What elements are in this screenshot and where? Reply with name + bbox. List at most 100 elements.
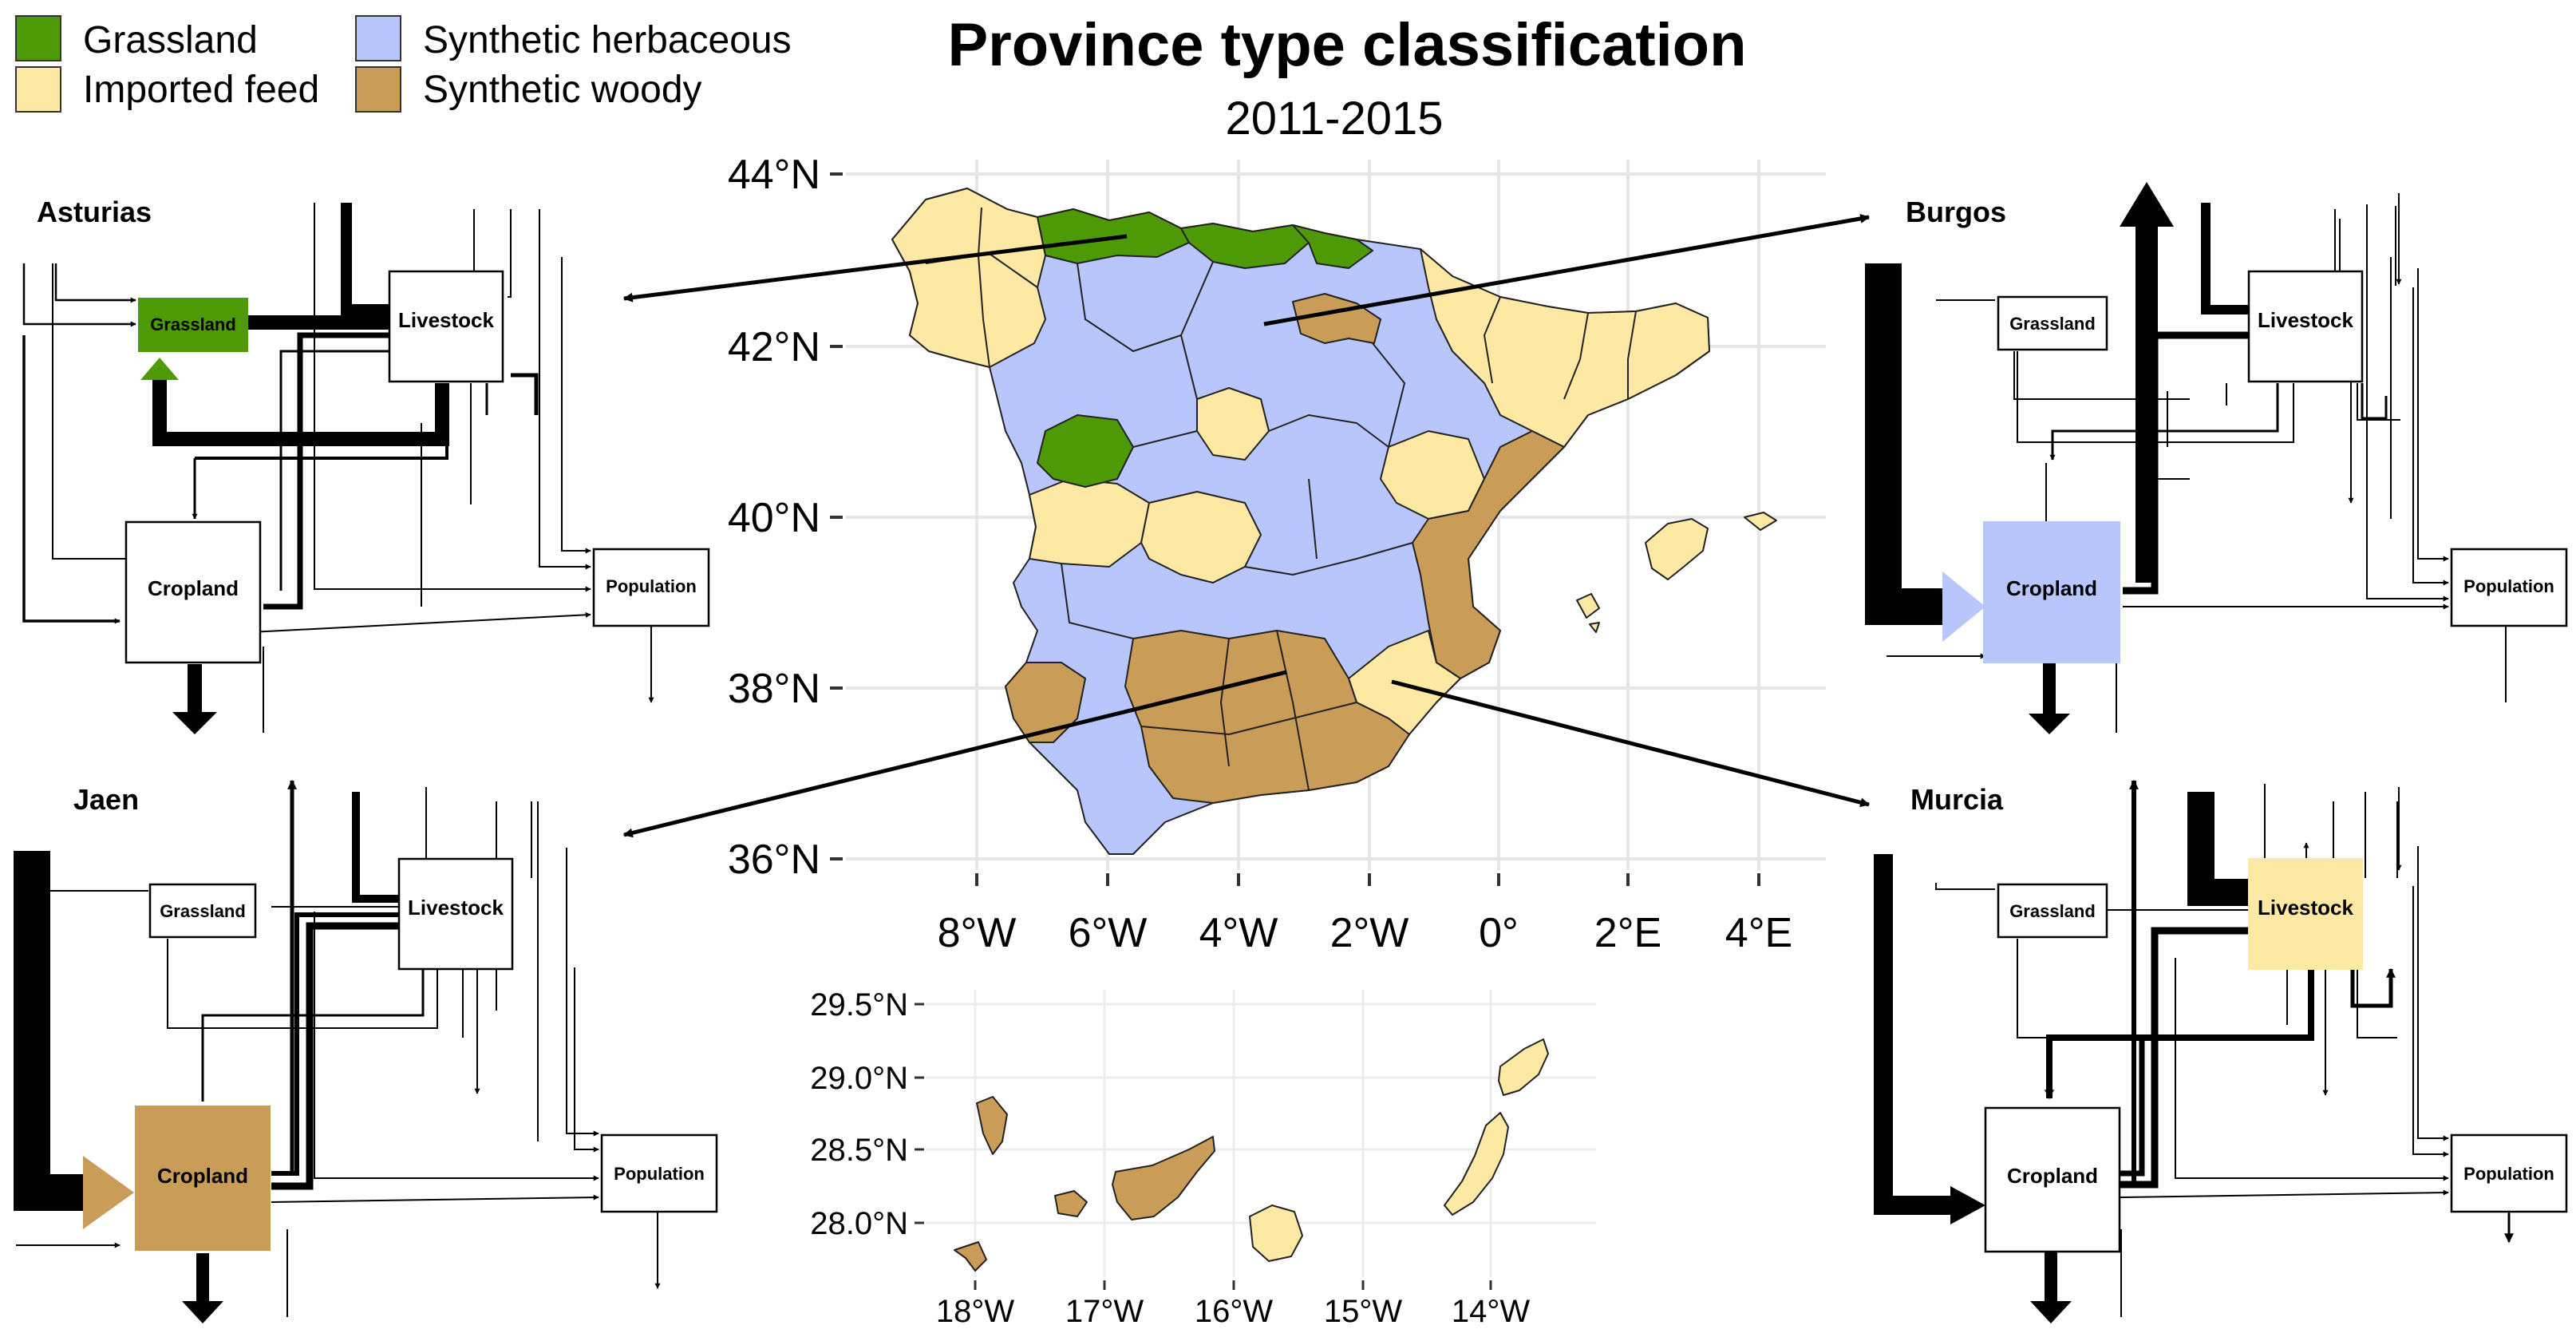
lat-tick-40n: 40°N bbox=[728, 495, 820, 541]
province-northeast bbox=[1420, 248, 1710, 448]
node-label: Livestock bbox=[2258, 308, 2353, 332]
lon-tick-4w: 4°W bbox=[1199, 910, 1278, 956]
el-hierro bbox=[954, 1241, 987, 1272]
node-label: Livestock bbox=[2258, 896, 2353, 920]
node-cropland-burgos bbox=[1983, 521, 2120, 663]
main-map: 44°N 42°N 40°N 38°N 36°N 8°W 6°W 4°W 2°W… bbox=[622, 152, 1871, 956]
canary-lat-axis: 29.5°N 29.0°N 28.5°N 28.0°N bbox=[810, 987, 924, 1241]
node-grassland-murcia bbox=[1997, 883, 2108, 939]
arrow-to-murcia bbox=[1391, 679, 1871, 808]
node-label: Grassland bbox=[150, 314, 236, 334]
tenerife bbox=[1112, 1136, 1215, 1220]
node-label: Cropland bbox=[2007, 1164, 2098, 1188]
legend-swatch-imported-feed bbox=[15, 66, 61, 113]
province-label-jaen: Jaen bbox=[73, 783, 139, 816]
arrow-to-jaen bbox=[622, 670, 1287, 838]
canary-lat-tick-28-5: 28.5°N bbox=[810, 1133, 908, 1168]
node-label: Livestock bbox=[408, 896, 504, 920]
province-basque bbox=[1292, 224, 1373, 269]
canary-lon-tick-16w: 16°W bbox=[1195, 1294, 1273, 1329]
node-livestock-murcia bbox=[2248, 858, 2363, 970]
arrow-to-burgos bbox=[1263, 213, 1871, 326]
node-label: Cropland bbox=[157, 1164, 248, 1188]
node-label: Cropland bbox=[148, 576, 239, 600]
node-population-burgos bbox=[2450, 548, 2568, 627]
canary-lat-tick-28-0: 28.0°N bbox=[810, 1206, 908, 1241]
mallorca bbox=[1645, 518, 1709, 580]
lon-tick-4e: 4°E bbox=[1725, 910, 1792, 956]
canary-lat-tick-29-5: 29.5°N bbox=[810, 987, 908, 1023]
pointer-arrows bbox=[622, 213, 1871, 838]
canary-map: 29.5°N 29.0°N 28.5°N 28.0°N 18°W 17°W 16… bbox=[810, 987, 1596, 1329]
lat-tick-38n: 38°N bbox=[728, 666, 820, 712]
flow-diagram-burgos: Burgos Gras bbox=[1865, 182, 2568, 734]
province-label-asturias: Asturias bbox=[37, 196, 152, 228]
province-label-burgos: Burgos bbox=[1906, 196, 2006, 228]
node-label: Grassland bbox=[2009, 314, 2096, 334]
province-west-2 bbox=[1140, 491, 1262, 583]
node-livestock-burgos bbox=[2247, 270, 2364, 383]
main-map-lat-axis: 44°N 42°N 40°N 38°N 36°N bbox=[728, 152, 843, 883]
node-grassland-burgos bbox=[1997, 295, 2108, 351]
la-gomera bbox=[1054, 1190, 1088, 1217]
province-leon bbox=[1037, 414, 1134, 488]
canary-lon-axis: 18°W 17°W 16°W 15°W 14°W bbox=[936, 1280, 1530, 1329]
legend-label-grassland: Grassland bbox=[83, 19, 258, 61]
main-map-lon-axis: 8°W 6°W 4°W 2°W 0° 2°E 4°E bbox=[938, 873, 1792, 956]
legend-swatch-grassland bbox=[15, 15, 61, 61]
node-label: Cropland bbox=[2006, 576, 2097, 600]
province-huelva bbox=[1005, 662, 1086, 743]
legend-label-synthetic-woody: Synthetic woody bbox=[423, 69, 702, 111]
legend-swatch-synthetic-herbaceous bbox=[355, 15, 401, 61]
arrow-to-asturias bbox=[622, 234, 1128, 303]
canary-lon-tick-18w: 18°W bbox=[936, 1294, 1014, 1329]
lat-tick-36n: 36°N bbox=[728, 837, 820, 883]
canary-lon-tick-17w: 17°W bbox=[1065, 1294, 1144, 1329]
node-label: Population bbox=[2463, 1164, 2554, 1184]
canary-lon-tick-15w: 15°W bbox=[1324, 1294, 1402, 1329]
formentera bbox=[1589, 622, 1600, 633]
node-population-asturias bbox=[592, 548, 710, 627]
lanzarote bbox=[1498, 1038, 1549, 1096]
lat-tick-44n: 44°N bbox=[728, 152, 820, 198]
node-population-jaen bbox=[600, 1133, 718, 1213]
figure-subtitle: 2011-2015 bbox=[1225, 93, 1443, 144]
gran-canaria bbox=[1249, 1205, 1303, 1262]
lon-tick-6w: 6°W bbox=[1069, 910, 1148, 956]
canary-lon-tick-14w: 14°W bbox=[1452, 1294, 1530, 1329]
node-label: Grassland bbox=[160, 901, 246, 921]
node-label: Population bbox=[606, 576, 697, 596]
node-cropland-asturias bbox=[124, 520, 262, 664]
node-population-murcia bbox=[2450, 1133, 2568, 1213]
node-label: Population bbox=[2463, 576, 2554, 596]
menorca bbox=[1744, 512, 1777, 531]
la-palma bbox=[976, 1096, 1008, 1155]
province-cantabria bbox=[1180, 223, 1310, 269]
node-cropland-jaen bbox=[135, 1106, 271, 1251]
figure-title: Province type classification bbox=[947, 11, 1746, 79]
ibiza bbox=[1576, 593, 1600, 619]
lon-tick-2e: 2°E bbox=[1594, 910, 1661, 956]
legend-label-imported-feed: Imported feed bbox=[83, 69, 319, 111]
province-valencia bbox=[1412, 430, 1565, 679]
node-cropland-murcia bbox=[1984, 1106, 2121, 1253]
legend-swatch-synthetic-woody bbox=[355, 66, 401, 113]
lon-tick-0: 0° bbox=[1479, 910, 1519, 956]
canary-lat-tick-29-0: 29.0°N bbox=[810, 1061, 908, 1096]
legend: Grassland Imported feed Synthetic herbac… bbox=[15, 15, 792, 113]
province-label-murcia: Murcia bbox=[1910, 783, 2004, 816]
flow-diagram-jaen: Jaen Grassland Livestock bbox=[14, 779, 718, 1323]
node-label: Livestock bbox=[398, 308, 494, 332]
flow-diagram-murcia: Murcia Grassland bbox=[1874, 779, 2568, 1323]
node-grassland-jaen bbox=[148, 883, 257, 939]
legend-label-synthetic-herbaceous: Synthetic herbaceous bbox=[423, 19, 792, 61]
balearic-islands bbox=[1576, 512, 1777, 633]
spain-provinces bbox=[891, 188, 1710, 855]
province-central-1 bbox=[1196, 387, 1270, 461]
lon-tick-8w: 8°W bbox=[938, 910, 1017, 956]
canary-islands bbox=[954, 1038, 1549, 1272]
flow-diagram-asturias: Asturias Grassland bbox=[22, 196, 710, 734]
province-galicia bbox=[891, 188, 1046, 368]
fuerteventura bbox=[1444, 1112, 1509, 1216]
